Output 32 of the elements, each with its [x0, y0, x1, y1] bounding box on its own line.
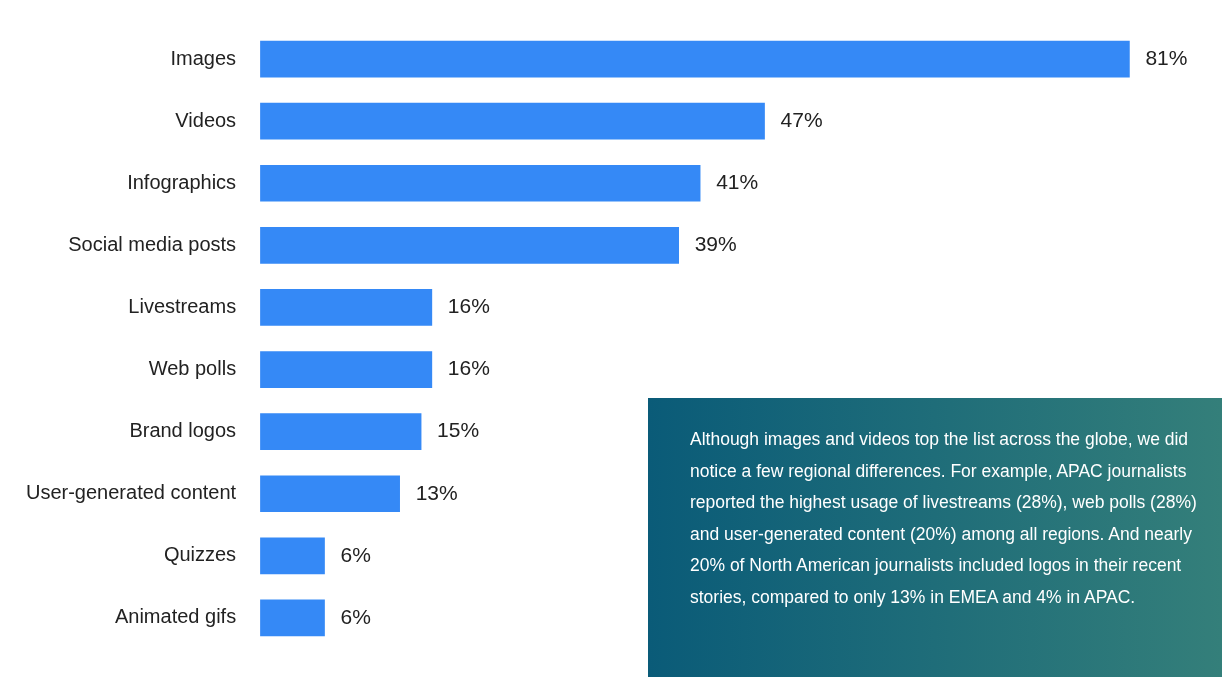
bar	[260, 227, 679, 264]
bar	[260, 289, 433, 326]
bar	[260, 599, 325, 637]
y-tick-label: Web polls	[148, 357, 237, 380]
y-tick-label: Infographics	[127, 170, 237, 193]
bar	[260, 413, 422, 450]
bar	[260, 164, 701, 202]
y-tick-label: Quizzes	[163, 543, 237, 566]
data-label: 15%	[437, 418, 480, 442]
y-tick-label: Animated gifs	[114, 605, 237, 628]
bar	[260, 351, 433, 388]
bar	[260, 475, 400, 513]
data-label: 6%	[340, 604, 371, 628]
note-panel: Although images and videos top the list across the globe, we did notice a few regional differences. For example, APAC journalists reported the highest usage of livestreams (28%), web polls (28%) and user-generated content (20%) among all regions. And nearly 20% of North American journalists included logos in their recent stories, compared to only 13% in EMEA and 4% in APAC.	[648, 398, 1222, 677]
bar	[260, 537, 325, 575]
bar	[260, 40, 1130, 78]
annotation: Although images and videos top the list across the globe, we did notice a few regional differences. For example, APAC journalists reported the highest usage of livestreams (28%), web polls (28%) and user-generated content (20%) among all regions. And nearly 20% of North American journalists included logos in their recent stories, compared to only 13% in EMEA and 4% in APAC.	[690, 428, 1198, 609]
data-label: 13%	[415, 480, 458, 504]
data-label: 81%	[1145, 45, 1188, 69]
data-label: 16%	[447, 294, 490, 318]
y-tick-label: Images	[170, 46, 237, 69]
data-label: 6%	[340, 542, 371, 566]
y-tick-label: Social media posts	[68, 232, 237, 255]
data-label: 16%	[447, 356, 490, 380]
data-label: 47%	[780, 107, 823, 131]
y-tick-label: User-generated content	[25, 481, 237, 504]
data-label: 41%	[716, 170, 759, 194]
y-tick-label: Videos	[175, 108, 237, 131]
bar	[260, 102, 765, 140]
y-tick-label: Brand logos	[129, 419, 237, 442]
data-label: 39%	[694, 232, 737, 256]
y-tick-label: Livestreams	[128, 294, 237, 317]
